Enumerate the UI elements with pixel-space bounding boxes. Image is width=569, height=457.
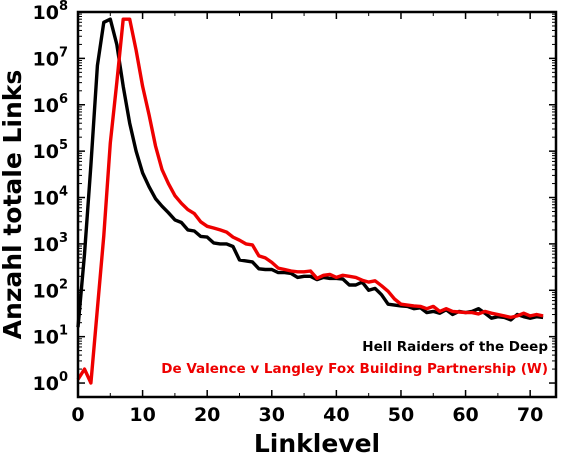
- legend-entry-hell-raiders: Hell Raiders of the Deep: [362, 339, 548, 355]
- ticks-layer: 0 10 20 30 40 50 60 70 100 101 102 103 104 105 106 107 1…: [33, 0, 556, 426]
- series-line-0: [76, 17, 544, 328]
- y-tick-label: 105: [33, 138, 69, 163]
- x-tick-label: 60: [452, 404, 478, 426]
- legend-entry-de-valence: De Valence v Langley Fox Building Partne…: [161, 361, 548, 377]
- x-tick-label: 0: [71, 404, 84, 426]
- y-tick-label: 102: [33, 277, 69, 302]
- series-layer: [76, 17, 544, 385]
- y-tick-label: 101: [33, 324, 69, 349]
- x-tick-label: 50: [388, 404, 414, 426]
- y-tick-label: 104: [33, 185, 69, 210]
- y-tick-label: 106: [33, 92, 69, 117]
- x-tick-label: 70: [517, 404, 543, 426]
- x-axis-title: Linklevel: [254, 429, 380, 457]
- y-tick-label: 103: [33, 231, 69, 256]
- series-line-1: [76, 17, 544, 385]
- x-tick-label: 10: [129, 404, 155, 426]
- y-tick-label: 107: [33, 45, 69, 70]
- x-tick-label: 40: [323, 404, 349, 426]
- y-tick-label: 100: [33, 370, 69, 395]
- x-tick-label: 20: [194, 404, 220, 426]
- x-tick-label: 30: [259, 404, 285, 426]
- y-axis-title: Anzahl totale Links: [0, 70, 27, 340]
- y-tick-label: 108: [33, 0, 69, 24]
- legend: Hell Raiders of the Deep De Valence v La…: [161, 339, 548, 377]
